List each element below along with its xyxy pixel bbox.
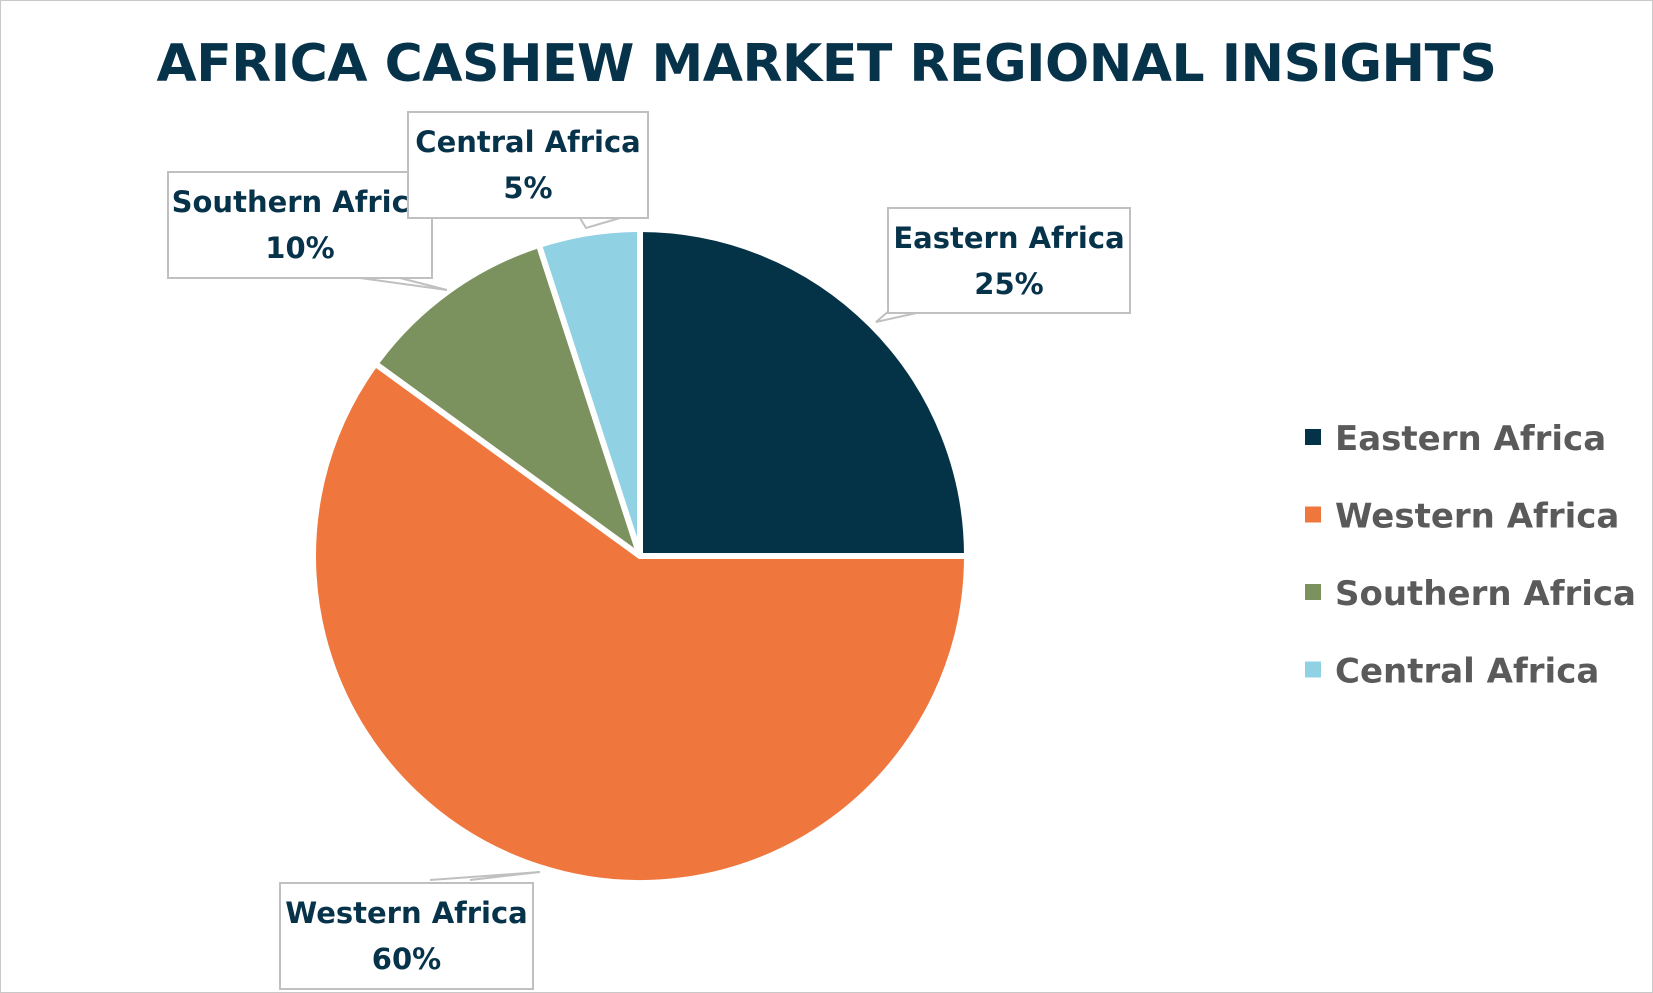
legend-label: Central Africa [1335, 652, 1599, 692]
callout-box-eastern-africa [887, 207, 1131, 314]
data-label-category: Western Africa [285, 896, 528, 930]
legend-item-western-africa: Western Africa [1305, 497, 1619, 537]
data-label-value: 60% [372, 942, 441, 976]
callout-eastern-africa: Eastern Africa 25% [887, 207, 1131, 314]
data-label-value: 25% [974, 267, 1043, 301]
legend-label: Southern Africa [1335, 574, 1636, 614]
pie-slice-central-africa [535, 226, 643, 559]
callout-box-southern-africa [167, 171, 433, 279]
callout-southern-africa: Southern Africa 10% [167, 171, 433, 279]
pie-slices [310, 226, 970, 886]
data-label-callouts: Eastern Africa 25% Western Africa 60% Southe… [167, 111, 1131, 990]
legend-swatch [1305, 584, 1321, 600]
callout-central-africa: Central Africa 5% [407, 111, 649, 219]
data-label-value: 10% [265, 231, 334, 265]
callout-leader-western-africa [429, 871, 541, 881]
legend-item-central-africa: Central Africa [1305, 652, 1599, 692]
data-label-category: Central Africa [415, 125, 640, 159]
callout-leaders [359, 217, 931, 881]
legend-item-southern-africa: Southern Africa [1305, 574, 1636, 614]
legend-label: Western Africa [1335, 497, 1619, 537]
legend-item-eastern-africa: Eastern Africa [1305, 419, 1606, 459]
callout-box-western-africa [279, 882, 534, 990]
callout-box-central-africa [407, 111, 649, 219]
legend-swatch [1305, 506, 1321, 523]
legend-swatch [1305, 429, 1321, 445]
legend-label: Eastern Africa [1335, 419, 1606, 459]
pie-slice-western-africa [310, 360, 970, 886]
callout-western-africa: Western Africa 60% [279, 882, 534, 990]
legend-swatch [1305, 661, 1321, 678]
chart-title: AFRICA CASHEW MARKET REGIONAL INSIGHTS [156, 34, 1497, 94]
data-label-category: Southern Africa [172, 185, 429, 219]
callout-leader-southern-africa [359, 277, 448, 291]
pie-slice-southern-africa [372, 242, 643, 559]
data-label-value: 5% [503, 171, 552, 205]
legend: Eastern Africa Western Africa Southern Afr… [1305, 419, 1636, 692]
data-label-category: Eastern Africa [893, 221, 1124, 255]
pie-slice-eastern-africa [637, 226, 970, 559]
callout-leader-central-africa [579, 217, 621, 230]
